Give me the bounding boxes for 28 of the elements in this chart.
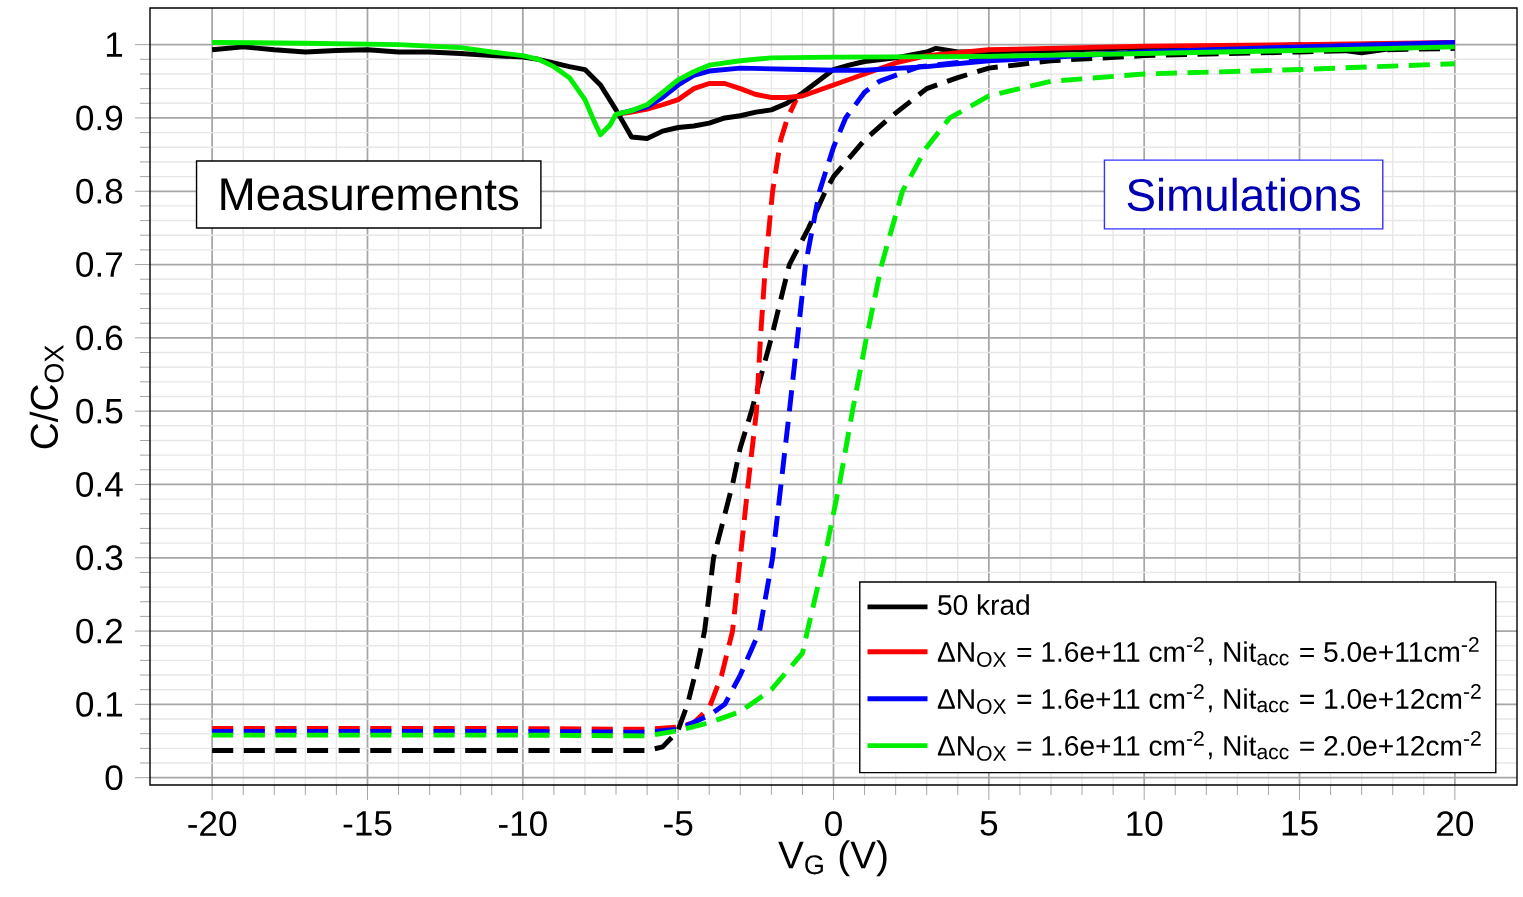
x-tick-label: -10: [498, 811, 547, 837]
y-axis-title: C/C$_{OX}$: [29, 345, 64, 449]
y-tick-label: 0.4: [76, 472, 123, 497]
x-tick-label: 20: [1437, 811, 1474, 837]
y-tick-label: 0.5: [76, 398, 123, 424]
x-axis-title: V$_{G}$ (V): [778, 840, 887, 877]
x-tick-label: 5: [980, 811, 998, 836]
annotation: Measurements: [221, 178, 519, 211]
y-tick-label: 1: [106, 32, 123, 57]
y-tick-label: 0.3: [76, 545, 123, 571]
annotation: Simulations: [1127, 177, 1361, 212]
legend-label: ΔN$_{OX}$ = 1.6e+11 cm$^{-2}$, Nit$_{acc}$ = 2.0e+12cm$^{-2}$: [937, 730, 1481, 761]
x-tick-label: 0: [825, 811, 842, 837]
x-tick-label: -20: [188, 811, 237, 837]
y-tick-label: 0: [105, 765, 123, 791]
y-tick-label: 0.7: [76, 252, 123, 277]
x-tick-label: 10: [1127, 811, 1163, 837]
legend-label: ΔN$_{OX}$ = 1.6e+11 cm$^{-2}$, Nit$_{acc}$ = 1.0e+12cm$^{-2}$: [937, 683, 1481, 714]
y-tick-label: 0.9: [76, 105, 123, 131]
y-tick-label: 0.2: [76, 618, 123, 644]
x-tick-label: -5: [664, 811, 693, 836]
legend-label: 50 krad: [938, 594, 1029, 615]
y-tick-label: 0.8: [76, 178, 123, 204]
x-tick-label: 15: [1282, 811, 1318, 836]
y-tick-label: 0.1: [76, 691, 123, 717]
y-tick-label: 0.6: [76, 325, 123, 351]
x-tick-label: -15: [343, 811, 392, 836]
legend-label: ΔN$_{OX}$ = 1.6e+11 cm$^{-2}$, Nit$_{acc}$ = 5.0e+11cm$^{-2}$: [937, 637, 1479, 667]
